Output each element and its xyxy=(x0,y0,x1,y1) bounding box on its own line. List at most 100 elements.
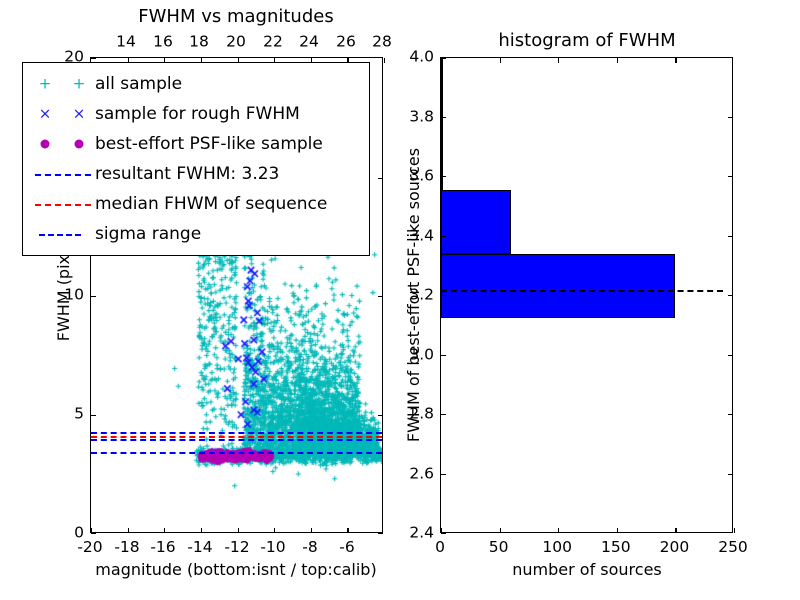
axis-tick xyxy=(377,414,383,416)
left-panel-ylabel: FWHM (pix) xyxy=(54,248,73,342)
x-tick-label: 250 xyxy=(718,538,748,556)
axis-tick xyxy=(274,57,276,63)
top-tick-label: 16 xyxy=(153,32,173,51)
legend-item-label: all sample xyxy=(95,73,183,94)
right-panel-xlabel: number of sources xyxy=(512,560,662,579)
resultant-fwhm-line xyxy=(91,439,382,442)
dashed-line-icon xyxy=(31,161,95,187)
axis-tick xyxy=(347,527,349,533)
axis-tick xyxy=(440,354,446,356)
axis-tick xyxy=(558,527,560,533)
axis-tick xyxy=(499,527,501,533)
axis-tick xyxy=(616,527,618,533)
resultant-fwhm-line xyxy=(441,290,723,292)
bottom-tick-label: -18 xyxy=(114,538,140,556)
axis-tick xyxy=(675,527,677,533)
axis-tick xyxy=(164,57,166,63)
axis-tick xyxy=(90,533,96,535)
axis-tick xyxy=(440,295,446,297)
bottom-tick-label: -16 xyxy=(150,538,176,556)
axis-tick xyxy=(200,527,203,533)
axis-tick xyxy=(310,57,312,63)
histogram-plot-area xyxy=(441,58,732,532)
y-tick-label: 4.0 xyxy=(409,47,434,66)
axis-tick xyxy=(440,473,446,475)
top-tick-label: 20 xyxy=(226,32,246,51)
right-panel-title: histogram of FWHM xyxy=(498,30,676,51)
x-tick-label: 150 xyxy=(601,538,631,556)
axis-tick xyxy=(91,527,93,533)
dashdot-line-icon xyxy=(31,221,95,247)
left-panel-xlabel: magnitude (bottom:isnt / top:calib) xyxy=(95,560,377,579)
legend-item[interactable]: × × sample for rough FWHM xyxy=(31,99,359,129)
legend-item[interactable]: + + all sample xyxy=(31,69,359,99)
y-tick-label: 0 xyxy=(74,523,84,542)
x-tick-label: 0 xyxy=(435,538,445,556)
right-panel-ylabel: FWHM of best-effort PSF-like sources xyxy=(404,147,423,443)
axis-tick xyxy=(727,235,733,237)
legend-item[interactable]: median FHWM of sequence xyxy=(31,189,359,219)
axis-tick xyxy=(675,57,677,63)
cross-icon: × × xyxy=(38,104,86,123)
y-tick-label: 5 xyxy=(74,404,84,423)
axis-tick xyxy=(237,57,239,63)
top-tick-label: 14 xyxy=(116,32,136,51)
axis-tick xyxy=(441,527,443,533)
median-fwhm-line xyxy=(91,436,382,439)
circle-icon xyxy=(31,131,95,157)
histogram-bar-empty xyxy=(441,126,443,191)
legend-item-label: resultant FWHM: 3.23 xyxy=(95,163,280,184)
axis-tick xyxy=(377,533,383,535)
y-tick-label: 3.8 xyxy=(409,106,434,125)
axis-tick xyxy=(347,57,349,63)
y-tick-label: 20 xyxy=(64,47,84,66)
bottom-tick-label: -14 xyxy=(187,538,213,556)
y-tick-label: 3.0 xyxy=(409,344,434,363)
y-tick-label: 3.4 xyxy=(409,225,434,244)
top-tick-label: 18 xyxy=(189,32,209,51)
axis-tick xyxy=(274,527,276,533)
axis-tick xyxy=(727,473,733,475)
legend-item[interactable]: sigma range xyxy=(31,219,359,249)
bottom-tick-label: -6 xyxy=(339,538,355,556)
axis-tick xyxy=(164,527,166,533)
axis-tick xyxy=(237,527,239,533)
axis-tick xyxy=(200,57,203,63)
axis-tick xyxy=(727,414,733,416)
bottom-tick-label: -10 xyxy=(260,538,286,556)
top-tick-label: 24 xyxy=(299,32,319,51)
axis-tick xyxy=(377,296,383,298)
axis-tick xyxy=(310,527,312,533)
axis-tick xyxy=(440,533,446,535)
top-tick-label: 26 xyxy=(336,32,356,51)
x-tick-label: 100 xyxy=(542,538,572,556)
axis-tick xyxy=(440,176,446,178)
sigma-range-upper-line xyxy=(91,431,382,434)
axis-tick xyxy=(440,235,446,237)
x-tick-label: 200 xyxy=(659,538,690,556)
legend-item-label: sample for rough FWHM xyxy=(95,103,300,124)
top-tick-label: 28 xyxy=(372,32,392,51)
bottom-tick-label: -8 xyxy=(302,538,318,556)
axis-tick xyxy=(440,116,446,118)
x-tick-label: 50 xyxy=(488,538,509,556)
axis-tick xyxy=(90,296,96,298)
axis-tick xyxy=(616,57,618,63)
top-tick-label: 22 xyxy=(263,32,283,51)
histogram-bar xyxy=(441,254,676,319)
y-tick-label: 3.6 xyxy=(409,166,434,185)
axis-tick xyxy=(127,57,129,63)
legend-item-label: sigma range xyxy=(95,223,202,244)
legend-item[interactable]: best-effort PSF-like sample xyxy=(31,129,359,159)
legend-item-label: median FHWM of sequence xyxy=(95,193,328,214)
axis-tick xyxy=(127,527,129,533)
axis-tick xyxy=(727,295,733,297)
histogram-plot-axes xyxy=(440,57,736,535)
bottom-tick-label: -20 xyxy=(77,538,103,556)
axis-tick xyxy=(440,58,446,60)
axis-tick xyxy=(727,354,733,356)
axis-tick xyxy=(499,57,501,63)
legend-item[interactable]: resultant FWHM: 3.23 xyxy=(31,159,359,189)
axis-tick xyxy=(558,57,560,63)
